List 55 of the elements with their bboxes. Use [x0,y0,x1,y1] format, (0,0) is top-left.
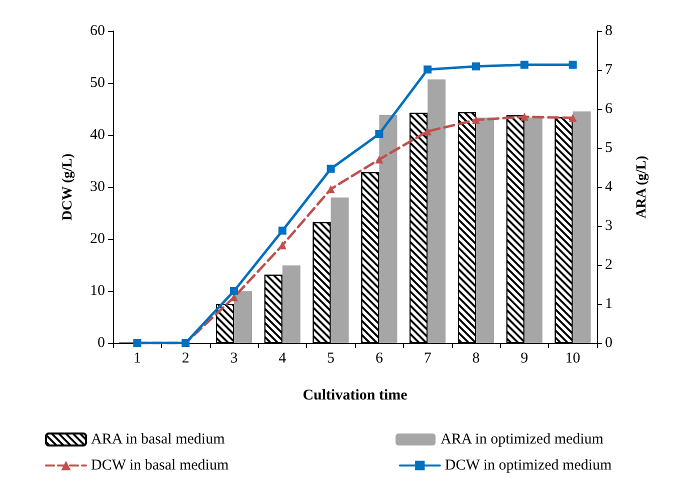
bar [234,291,252,343]
legend-label: ARA in basal medium [91,432,226,448]
y2-tick-label: 2 [605,257,612,273]
legend-label: DCW in optimized medium [444,458,612,474]
y-tick-label: 0 [98,335,105,351]
y2-tick-label: 1 [605,296,612,312]
point [326,164,335,173]
bar [476,118,494,343]
x-tick-label: 1 [133,350,141,366]
y-tick-label: 20 [90,231,105,247]
legend-label: DCW in basal medium [91,458,229,474]
x-tick-label: 9 [520,350,528,366]
point [472,116,480,124]
y2-tick-label: 7 [605,62,613,78]
y2-tick-label: 8 [605,23,612,39]
x-tick-label: 5 [327,350,335,366]
legend-label: ARA in optimized medium [440,432,604,448]
bar [330,198,349,343]
x-tick-label: 2 [182,350,190,366]
bar [379,114,398,343]
bar [282,265,300,343]
x-tick-label: 6 [375,350,384,366]
point [568,114,577,122]
point [424,127,432,136]
point [230,287,238,295]
x-tick-label: 10 [565,350,580,366]
y-tick-label: 50 [90,75,105,91]
x-tick-label: 7 [424,350,432,366]
y2-tick-label: 0 [605,335,612,351]
point [520,60,528,69]
y-tick-label: 60 [90,23,105,39]
x-axis-title: Cultivation time [302,388,408,404]
x-tick-label: 8 [472,350,480,366]
y2-axis-title: ARA (g/L) [634,155,650,218]
point [278,226,286,235]
point [520,112,528,121]
point [375,155,384,164]
bar [572,111,591,343]
point [375,130,384,138]
y-tick-label: 10 [90,283,105,299]
x-tick-label: 3 [230,350,238,366]
y-tick-label: 30 [90,179,105,195]
point [424,65,432,74]
point [326,185,335,194]
y2-tick-label: 5 [605,140,612,156]
bar [524,118,542,343]
x-tick-label: 4 [278,350,287,366]
y2-tick-label: 4 [605,179,613,195]
point [472,62,480,70]
y2-tick-label: 6 [605,101,613,117]
bar [428,79,446,343]
point [568,60,577,69]
y2-tick-label: 3 [605,218,612,234]
y-tick-label: 40 [90,127,105,143]
y-axis-title: DCW (g/L) [60,153,76,221]
